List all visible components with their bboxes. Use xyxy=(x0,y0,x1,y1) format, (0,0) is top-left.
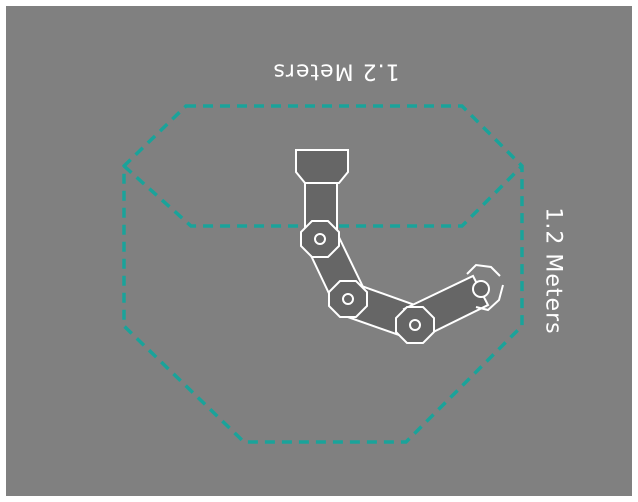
joint-icon xyxy=(395,306,435,344)
base-joint-icon xyxy=(466,263,504,312)
robot-arm xyxy=(295,149,504,344)
joint-icon xyxy=(328,280,368,318)
joint-icon xyxy=(300,220,340,258)
workspace-height-label: 1.2 Meters xyxy=(540,207,566,335)
workspace-outer-outline xyxy=(122,104,524,444)
workspace-width-label: 1.2 Meters xyxy=(272,58,400,84)
gripper-icon xyxy=(295,149,349,184)
